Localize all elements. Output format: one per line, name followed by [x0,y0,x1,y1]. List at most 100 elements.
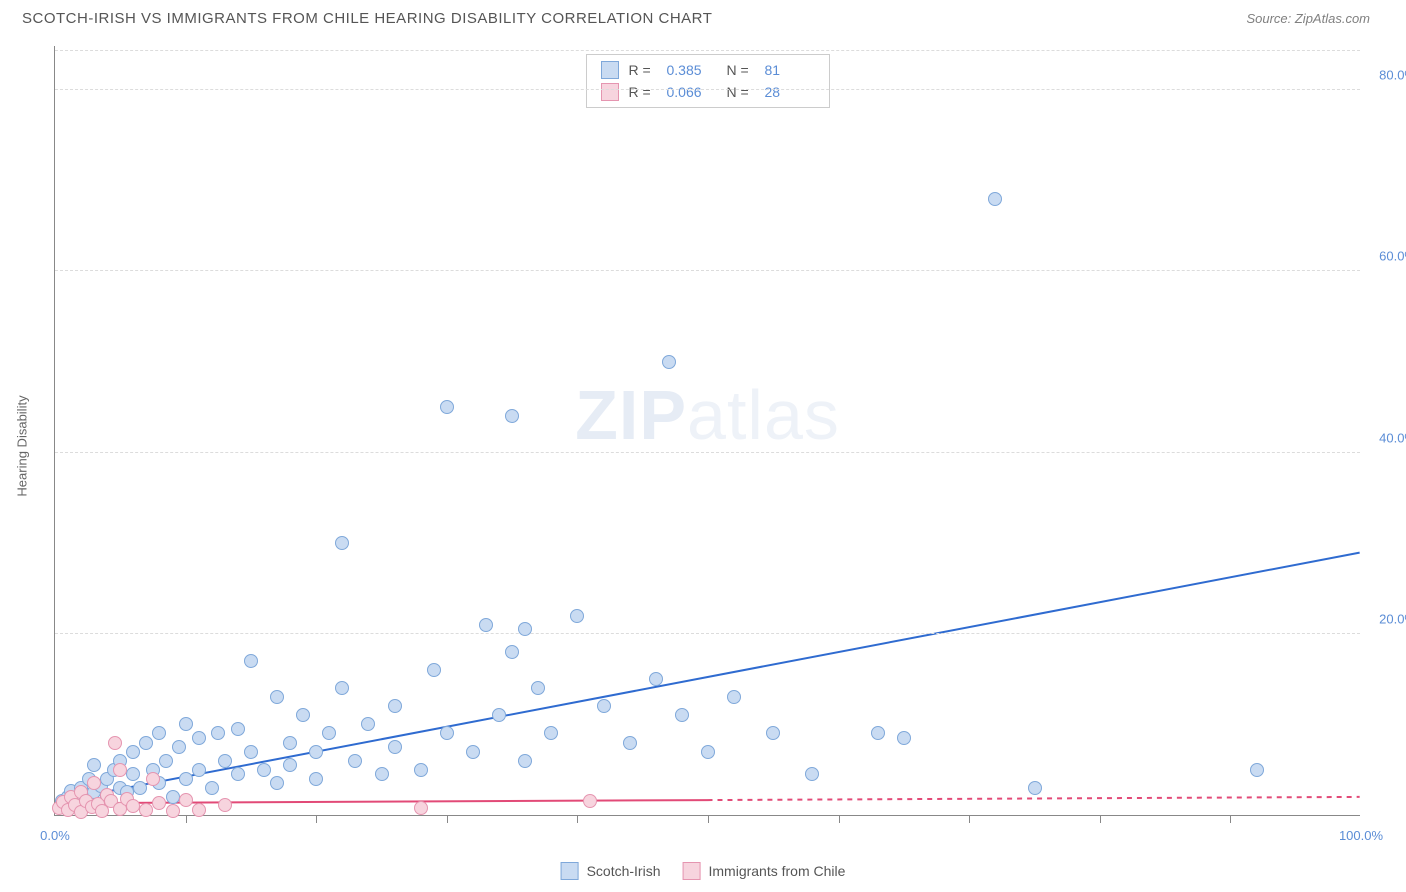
data-point [283,758,297,772]
data-point [348,754,362,768]
data-point [675,708,689,722]
data-point [113,763,127,777]
trend-line [55,553,1359,802]
x-tick [186,815,187,823]
source-attribution: Source: ZipAtlas.com [1246,11,1370,26]
correlation-legend: R = 0.385 N = 81 R = 0.066 N = 28 [586,54,830,108]
data-point [231,722,245,736]
legend-r-value: 0.385 [667,62,717,78]
data-point [505,409,519,423]
legend-item: Scotch-Irish [561,862,661,880]
data-point [172,740,186,754]
y-axis-label: Hearing Disability [15,395,30,496]
data-point [244,654,258,668]
trend-line-dashed [708,797,1360,800]
data-point [126,799,140,813]
legend-n-label: N = [727,84,755,100]
data-point [179,717,193,731]
data-point [211,726,225,740]
data-point [361,717,375,731]
legend-row: R = 0.066 N = 28 [601,81,815,103]
data-point [152,726,166,740]
data-point [218,754,232,768]
gridline [55,89,1360,90]
data-point [440,400,454,414]
data-point [192,763,206,777]
y-tick-label: 40.0% [1368,430,1406,445]
data-point [126,745,140,759]
data-point [570,609,584,623]
data-point [597,699,611,713]
data-point [166,790,180,804]
data-point [375,767,389,781]
data-point [192,803,206,817]
x-tick [447,815,448,823]
data-point [309,745,323,759]
chart-title: SCOTCH-IRISH VS IMMIGRANTS FROM CHILE HE… [22,10,712,27]
x-tick [969,815,970,823]
legend-swatch [683,862,701,880]
data-point [283,736,297,750]
data-point [152,796,166,810]
legend-swatch [561,862,579,880]
data-point [335,536,349,550]
data-point [531,681,545,695]
legend-n-value: 28 [765,84,815,100]
data-point [1250,763,1264,777]
legend-row: R = 0.385 N = 81 [601,59,815,81]
data-point [270,690,284,704]
legend-item: Immigrants from Chile [683,862,846,880]
data-point [87,758,101,772]
legend-r-label: R = [629,84,657,100]
data-point [270,776,284,790]
data-point [139,803,153,817]
data-point [518,754,532,768]
trend-lines-layer [55,46,1360,815]
data-point [897,731,911,745]
data-point [805,767,819,781]
data-point [871,726,885,740]
x-tick [1230,815,1231,823]
data-point [309,772,323,786]
legend-n-label: N = [727,62,755,78]
data-point [296,708,310,722]
legend-series-name: Immigrants from Chile [709,863,846,879]
legend-r-value: 0.066 [667,84,717,100]
data-point [440,726,454,740]
data-point [388,740,402,754]
y-tick-label: 80.0% [1368,68,1406,83]
gridline [55,50,1360,51]
data-point [322,726,336,740]
legend-series-name: Scotch-Irish [587,863,661,879]
data-point [505,645,519,659]
x-tick-label: 100.0% [1339,828,1383,843]
data-point [335,681,349,695]
data-point [179,793,193,807]
data-point [518,622,532,636]
legend-n-value: 81 [765,62,815,78]
data-point [1028,781,1042,795]
data-point [492,708,506,722]
x-tick [708,815,709,823]
data-point [244,745,258,759]
data-point [988,192,1002,206]
watermark: ZIPatlas [575,375,840,455]
data-point [701,745,715,759]
gridline [55,452,1360,453]
x-tick [1100,815,1101,823]
data-point [479,618,493,632]
series-legend: Scotch-Irish Immigrants from Chile [561,862,846,880]
data-point [231,767,245,781]
x-tick [577,815,578,823]
y-tick-label: 20.0% [1368,611,1406,626]
legend-r-label: R = [629,62,657,78]
data-point [623,736,637,750]
data-point [126,767,140,781]
legend-swatch [601,61,619,79]
data-point [466,745,480,759]
data-point [179,772,193,786]
data-point [766,726,780,740]
gridline [55,633,1360,634]
data-point [218,798,232,812]
data-point [662,355,676,369]
